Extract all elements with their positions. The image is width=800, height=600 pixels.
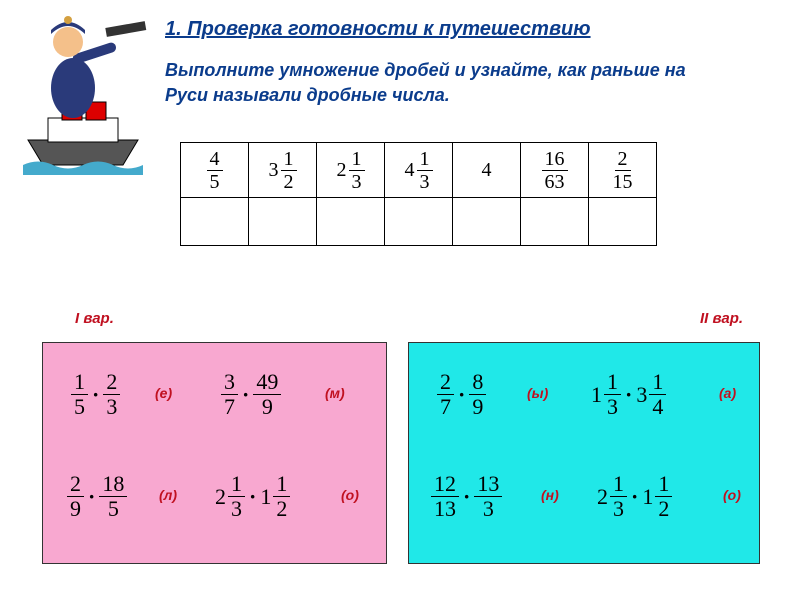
fraction-expression: 37·499 (221, 371, 281, 418)
answer-letter: (а) (719, 385, 736, 401)
variant-2-label: II вар. (700, 310, 743, 327)
table-cell: 4 (453, 143, 521, 198)
fraction-expression: 15·23 (71, 371, 120, 418)
variant-1-box: 15·23 (е) 37·499 (м) 29·185 (л) 213·112 (о) (42, 342, 387, 564)
answer-letter: (е) (155, 385, 172, 401)
answer-letter: (о) (341, 487, 359, 503)
fraction-expression: 113·314 (591, 371, 666, 418)
variant-2-box: 27·89 (ы) 113·314 (а) 1213·133 (н) 213·112 (о) (408, 342, 760, 564)
fraction-expression: 213·112 (215, 473, 290, 520)
variant-1-label: I вар. (75, 310, 114, 327)
slide-subtitle: Выполните умножение дробей и узнайте, ка… (165, 58, 725, 108)
slide-title: 1. Проверка готовности к путешествию (165, 18, 591, 41)
fraction-expression: 29·185 (67, 473, 127, 520)
sailor-illustration (18, 10, 148, 175)
table-cell: 215 (589, 143, 657, 198)
table-cell: 312 (249, 143, 317, 198)
fraction-expression: 27·89 (437, 371, 486, 418)
table-cell: 1663 (521, 143, 589, 198)
fraction-expression: 1213·133 (431, 473, 502, 520)
answer-letter: (о) (723, 487, 741, 503)
answer-letter: (ы) (527, 385, 548, 401)
table-cell: 45 (181, 143, 249, 198)
answer-letter: (н) (541, 487, 559, 503)
answer-table: 4531221341341663215 (180, 142, 657, 246)
fraction-expression: 213·112 (597, 473, 672, 520)
answer-letter: (л) (159, 487, 177, 503)
table-cell: 413 (385, 143, 453, 198)
table-cell: 213 (317, 143, 385, 198)
answer-letter: (м) (325, 385, 345, 401)
